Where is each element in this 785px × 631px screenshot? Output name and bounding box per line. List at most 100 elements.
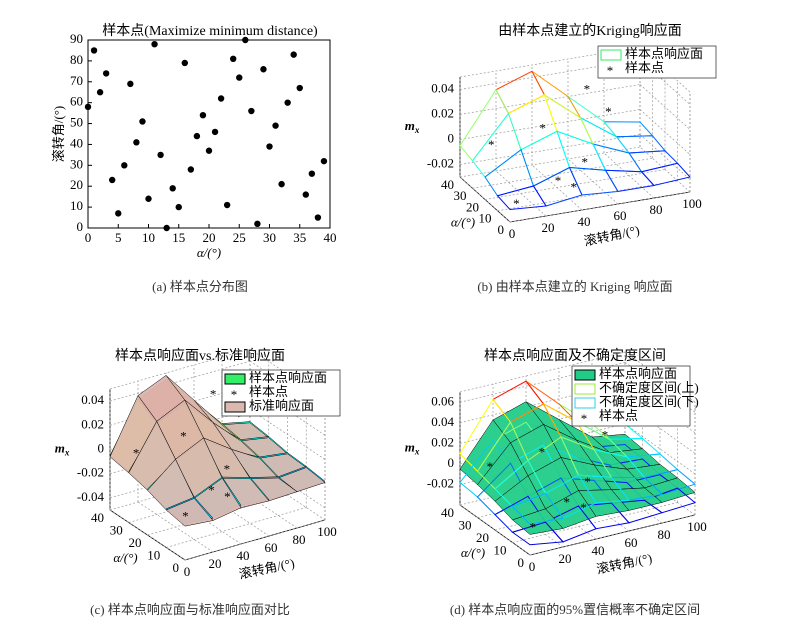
surface-mesh-cell [604, 169, 655, 193]
y-tick-label: 20 [209, 556, 222, 571]
y-axis-label: 滚转角/(°) [583, 222, 641, 248]
sample-point [278, 180, 285, 188]
sample-point: * [488, 137, 495, 152]
y-tick-label: 80 [650, 202, 663, 217]
grid-line [459, 109, 641, 140]
x-tick-label: 10 [479, 211, 492, 226]
sample-point [290, 51, 297, 58]
chart-title: 样本点响应面vs.标准响应面 [115, 347, 285, 364]
sample-point: * [180, 428, 187, 443]
sample-point: * [224, 489, 231, 504]
z-tick-label: -0.02 [77, 465, 104, 480]
grid-line [459, 146, 641, 178]
sample-point [254, 220, 261, 228]
sample-point: * [584, 82, 591, 97]
sample-point: * [208, 483, 215, 498]
grid-line [529, 514, 696, 556]
sample-point [139, 118, 146, 125]
sample-point [242, 36, 249, 44]
y-tick-label: 50 [70, 115, 83, 130]
legend-label: 样本点 [599, 408, 638, 423]
x-tick-label: 0 [518, 555, 525, 570]
z-tick-label: 0 [448, 455, 455, 470]
y-tick-label: 60 [265, 540, 278, 555]
z-tick-label: 0.02 [431, 105, 454, 120]
sample-point [133, 139, 140, 146]
grid-line [497, 180, 678, 212]
z-tick-label: 0.02 [431, 434, 454, 449]
grid-line [109, 360, 251, 402]
legend-label: 样本点响应面 [599, 366, 677, 381]
chart-title: 样本点(Maximize minimum distance) [102, 23, 318, 39]
sample-point: * [564, 494, 571, 509]
z-tick-label: -0.02 [427, 475, 454, 490]
grid-line [495, 170, 547, 217]
surface-mesh-cell [511, 492, 564, 525]
sample-point [320, 157, 328, 165]
sample-point: * [555, 173, 562, 188]
z-tick-label: 0.04 [81, 392, 104, 407]
y-tick-label: 60 [625, 535, 638, 550]
y-tick-label: 0 [509, 226, 516, 241]
caption: (a) 样本点分布图 [152, 279, 248, 294]
surface-mesh-cell [531, 70, 581, 119]
sample-point [260, 66, 267, 73]
z-axis-label-main: m [405, 439, 415, 454]
legend-label: 不确定度区间(下) [599, 394, 699, 409]
sample-point [308, 170, 316, 177]
sample-point [175, 203, 182, 211]
y-tick-label: 20 [542, 220, 555, 235]
legend-swatch [574, 383, 596, 395]
y-axis-label: 滚转角/(°) [51, 106, 66, 162]
sample-point: * [513, 196, 520, 211]
x-tick-label: 40 [91, 510, 104, 525]
z-axis-label-sub: x [414, 125, 420, 135]
y-tick-label: 60 [70, 94, 83, 109]
y-tick-label: 90 [70, 31, 83, 46]
sample-point [157, 151, 164, 159]
z-axis-label: mx [55, 440, 70, 457]
x-tick-label: 40 [441, 177, 454, 192]
x-tick-label: 40 [441, 505, 454, 520]
z-tick-label: 0.02 [81, 416, 104, 431]
grid-line [459, 84, 641, 115]
surface-mesh-cell [640, 162, 691, 187]
legend-swatch [574, 397, 596, 409]
x-tick-label: 25 [233, 230, 246, 245]
x-tick-label: 20 [129, 535, 142, 550]
legend-label: 样本点响应面 [249, 370, 327, 385]
y-tick-label: 20 [70, 177, 83, 192]
sample-point [284, 99, 291, 106]
sample-point [302, 191, 309, 198]
x-axis-label: α/(°) [197, 245, 221, 260]
sample-point [84, 103, 92, 111]
sample-point [127, 80, 134, 88]
x-tick-label: 30 [263, 230, 276, 245]
sample-point [169, 185, 176, 192]
sample-point [102, 70, 110, 77]
grid-line [109, 509, 186, 561]
y-tick-label: 0 [529, 559, 536, 574]
y-tick-label: 100 [317, 524, 337, 539]
surface-cell [165, 498, 214, 527]
surface-mesh-cell [520, 130, 571, 187]
z-tick-label: 0.06 [431, 393, 454, 408]
sample-point [230, 55, 237, 62]
sample-point [121, 162, 128, 169]
x-tick-label: 30 [459, 517, 472, 532]
y-tick-label: 10 [70, 198, 83, 213]
y-tick-label: 0 [184, 564, 191, 579]
x-axis-label: α/(°) [113, 550, 137, 565]
z-axis-label-sub: x [64, 448, 70, 458]
surface-mesh-cell [496, 185, 547, 211]
sample-point [187, 166, 195, 173]
sample-point [181, 59, 188, 67]
grid-line [567, 158, 619, 205]
sample-point: * [581, 155, 588, 170]
sample-point [151, 40, 158, 48]
x-axis-label: α/(°) [451, 214, 475, 229]
y-tick-label: 40 [70, 135, 83, 150]
sample-point: * [133, 446, 140, 461]
z-tick-label: -0.02 [427, 155, 454, 170]
